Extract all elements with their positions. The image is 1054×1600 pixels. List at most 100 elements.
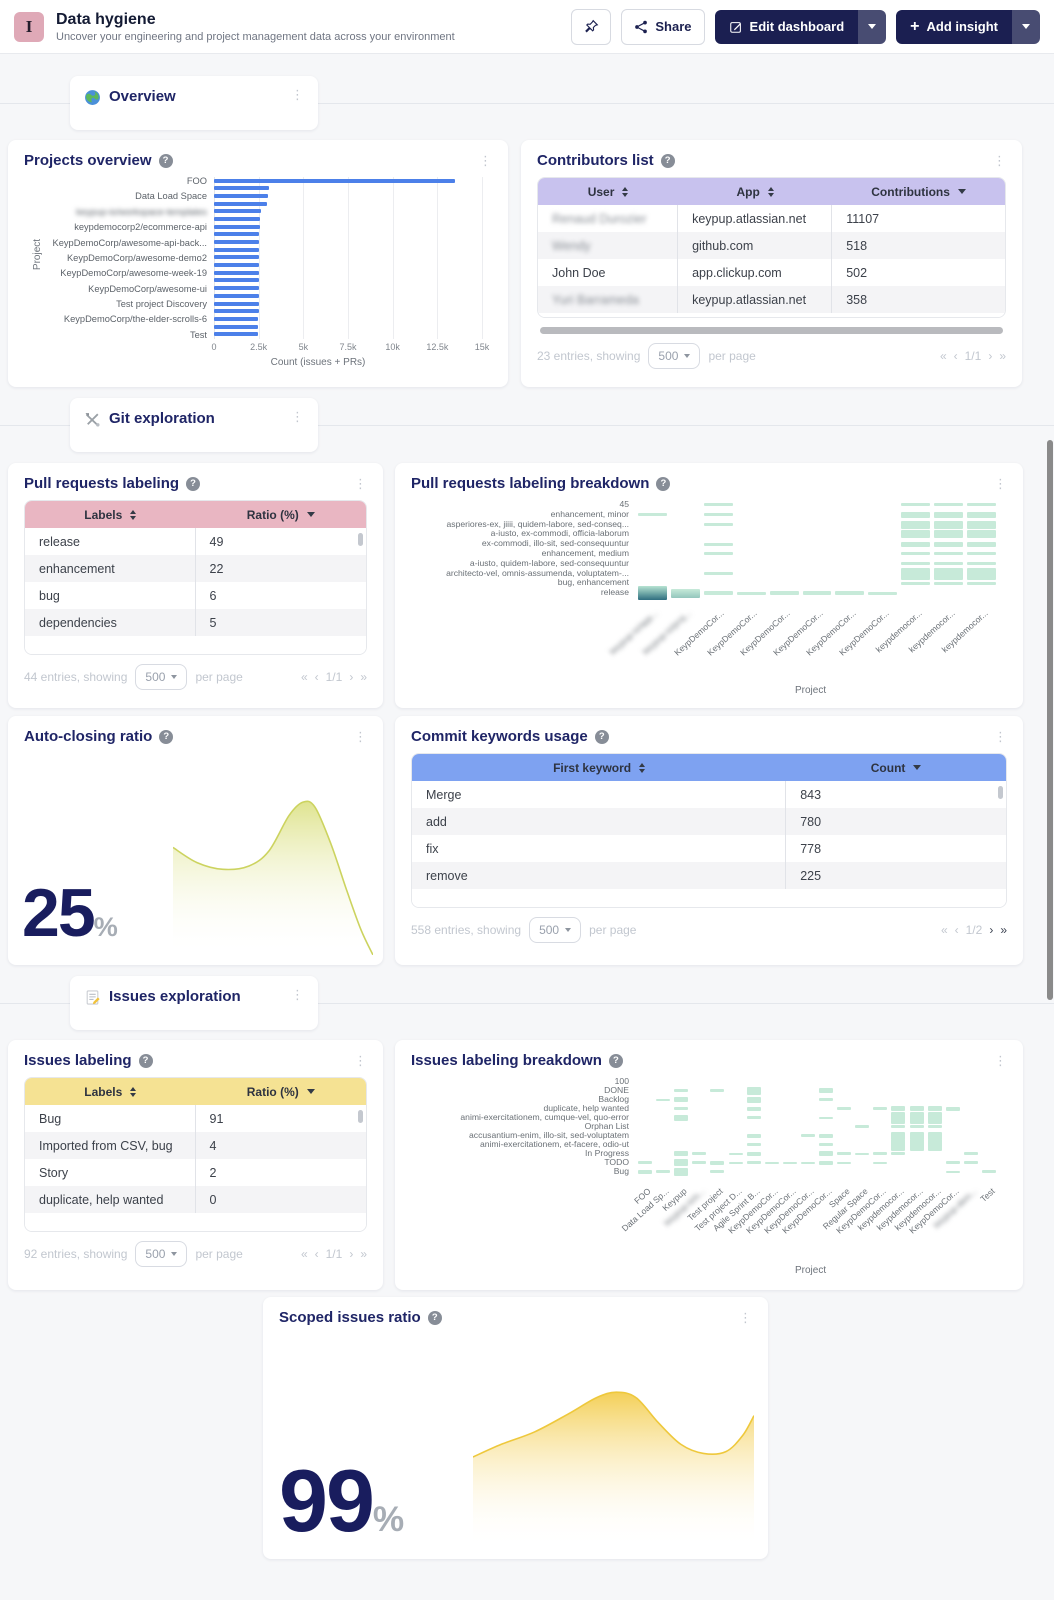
column-header-ratio[interactable]: Ratio (%): [196, 501, 367, 528]
next-page-button[interactable]: ›: [349, 670, 354, 684]
next-page-button[interactable]: ›: [349, 1247, 354, 1261]
table-row: Renaud Durozier keypup.atlassian.net 11107: [538, 205, 1005, 232]
heatmap-cell: [901, 562, 931, 566]
table-cell: 22: [209, 561, 224, 576]
column-header-contributions[interactable]: Contributions: [832, 178, 1005, 205]
bar: [214, 286, 259, 291]
help-icon[interactable]: ?: [427, 1310, 442, 1325]
heatmap-cell: [934, 511, 964, 518]
last-page-button[interactable]: »: [360, 1247, 367, 1261]
column-header-user[interactable]: User: [538, 178, 678, 205]
panel-title: Pull requests labeling breakdown: [411, 475, 650, 492]
bar: [214, 255, 259, 260]
heatmap-cell: [703, 523, 733, 526]
help-icon[interactable]: ?: [158, 153, 173, 168]
horizontal-scrollbar[interactable]: [540, 327, 1003, 334]
bar-label: KeypDemoCorp/awesome-api-back...: [52, 237, 208, 248]
prev-page-button[interactable]: ‹: [953, 349, 958, 363]
heatmap-cell: [769, 591, 799, 596]
x-axis-title: Project: [795, 1265, 827, 1276]
bar: [214, 193, 268, 198]
page-size-select[interactable]: 500: [135, 1241, 188, 1267]
last-page-button[interactable]: »: [999, 349, 1006, 363]
help-icon[interactable]: ?: [159, 729, 174, 744]
page-title: Data hygiene: [56, 10, 156, 28]
page-size-select[interactable]: 500: [135, 664, 188, 690]
prev-page-button[interactable]: ‹: [314, 670, 319, 684]
help-icon[interactable]: ?: [608, 1053, 623, 1068]
first-page-button[interactable]: «: [300, 670, 308, 684]
vertical-scrollbar[interactable]: [358, 533, 363, 546]
column-header-first-keyword[interactable]: First keyword: [412, 754, 786, 781]
table-row: release 49: [25, 528, 366, 555]
panel-menu-kebab-icon[interactable]: ⋮: [354, 476, 367, 491]
help-icon[interactable]: ?: [594, 729, 609, 744]
page-size-select[interactable]: 500: [648, 343, 701, 369]
edit-dashboard-button[interactable]: Edit dashboard: [714, 9, 859, 44]
add-insight-split-button: + Add insight: [896, 9, 1040, 44]
next-page-button[interactable]: ›: [988, 349, 993, 363]
panel-menu-kebab-icon[interactable]: ⋮: [479, 153, 492, 168]
heatmap-cell: [967, 552, 996, 556]
bar: [214, 209, 261, 214]
heatmap-cell: [837, 1152, 852, 1155]
column-header-labels[interactable]: Labels: [25, 501, 196, 528]
help-icon[interactable]: ?: [186, 476, 201, 491]
panel-menu-kebab-icon[interactable]: ⋮: [354, 1053, 367, 1068]
heatmap-row-label: duplicate, help wanted: [543, 1104, 629, 1113]
section-menu-kebab-icon[interactable]: ⋮: [291, 87, 304, 102]
heatmap-cell: [837, 1107, 852, 1110]
panel-issues-breakdown: Issues labeling breakdown ? ⋮ 100 DONE Bac…: [395, 1040, 1023, 1290]
plus-icon: +: [910, 17, 920, 35]
share-button[interactable]: Share: [621, 8, 705, 45]
panel-issues-labeling: Issues labeling ? ⋮ Labels Ratio (%) Bug…: [8, 1040, 383, 1290]
add-insight-button[interactable]: + Add insight: [896, 9, 1012, 44]
panel-menu-kebab-icon[interactable]: ⋮: [739, 1310, 752, 1325]
first-page-button[interactable]: «: [300, 1247, 308, 1261]
prev-page-button[interactable]: ‹: [954, 923, 959, 937]
table-row: Yuri Barrameda keypup.atlassian.net 358: [538, 286, 1005, 313]
panel-menu-kebab-icon[interactable]: ⋮: [994, 476, 1007, 491]
heatmap-cell: [819, 1098, 834, 1101]
bar: [214, 240, 260, 244]
column-header-count[interactable]: Count: [786, 754, 1006, 781]
edit-dashboard-caret[interactable]: [858, 9, 887, 44]
last-page-button[interactable]: »: [1000, 923, 1007, 937]
heatmap-cell: [891, 1152, 906, 1155]
help-icon[interactable]: ?: [138, 1053, 153, 1068]
first-page-button[interactable]: «: [940, 923, 948, 937]
heatmap-cell: [819, 1133, 834, 1138]
page-vertical-scrollbar[interactable]: [1047, 440, 1053, 1000]
page-size-select[interactable]: 500: [529, 917, 582, 943]
column-header-labels[interactable]: Labels: [25, 1078, 196, 1105]
sort-icon: [767, 186, 774, 197]
column-header-ratio[interactable]: Ratio (%): [196, 1078, 367, 1105]
scoped-issues-sparkline: [473, 1367, 754, 1547]
dashboard-avatar: I: [14, 11, 44, 42]
vertical-scrollbar[interactable]: [358, 1110, 363, 1123]
vertical-scrollbar[interactable]: [998, 786, 1003, 799]
last-page-button[interactable]: »: [360, 670, 367, 684]
bar: [214, 201, 267, 206]
help-icon[interactable]: ?: [656, 476, 671, 491]
panel-menu-kebab-icon[interactable]: ⋮: [354, 729, 367, 744]
heatmap-cell: [868, 591, 898, 595]
first-page-button[interactable]: «: [939, 349, 947, 363]
section-menu-kebab-icon[interactable]: ⋮: [291, 409, 304, 424]
heatmap-cell: [891, 1131, 906, 1140]
next-page-button[interactable]: ›: [989, 923, 994, 937]
pin-button[interactable]: [571, 8, 612, 45]
help-icon[interactable]: ?: [660, 153, 675, 168]
column-header-app[interactable]: App: [678, 178, 832, 205]
bar: [214, 232, 260, 237]
table-header: First keyword Count: [412, 754, 1006, 781]
panel-menu-kebab-icon[interactable]: ⋮: [994, 729, 1007, 744]
panel-menu-kebab-icon[interactable]: ⋮: [994, 1053, 1007, 1068]
page-indicator: 1/1: [964, 349, 982, 363]
section-menu-kebab-icon[interactable]: ⋮: [291, 987, 304, 1002]
prev-page-button[interactable]: ‹: [314, 1247, 319, 1261]
panel-menu-kebab-icon[interactable]: ⋮: [993, 153, 1006, 168]
heatmap-cell: [909, 1138, 924, 1151]
add-insight-caret[interactable]: [1012, 9, 1040, 44]
heatmap-cell: [934, 520, 964, 529]
